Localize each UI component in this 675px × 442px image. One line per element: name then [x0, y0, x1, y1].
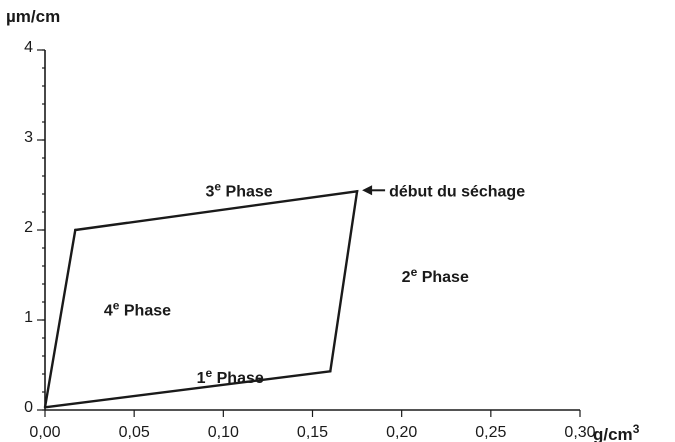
annotation-phase-2: 2e Phase [402, 265, 469, 286]
x-tick-label: 0,15 [297, 424, 328, 441]
annotations: 1e Phase 2e Phase 3e Phase 4e Phase début du… [104, 180, 525, 387]
x-tick-label: 0,20 [386, 424, 417, 441]
y-tick-label: 0 [24, 399, 33, 416]
data-point [355, 190, 359, 193]
annotation-phase-3: 3e Phase [206, 180, 273, 201]
y-tick-label: 3 [24, 129, 33, 146]
x-tick-label: 0,00 [29, 424, 60, 441]
y-tick-label: 1 [24, 309, 33, 326]
x-tick-label: 0,05 [119, 424, 150, 441]
x-tick-label: 0,25 [475, 424, 506, 441]
annotation-phase-1: 1e Phase [197, 366, 264, 387]
arrow-note-label: début du séchage [389, 183, 525, 200]
axes: 0 1 2 3 4 0,00 0,05 0,10 0,15 0,20 0,25 0,30 [24, 39, 596, 441]
y-tick-label: 4 [24, 39, 33, 56]
data-point [329, 370, 332, 373]
data-point [74, 228, 77, 232]
arrow-head [362, 185, 373, 196]
annotation-phase-4: 4e Phase [104, 299, 171, 320]
x-tick-label: 0,10 [208, 424, 239, 441]
y-axis-label: µm/cm [6, 7, 60, 26]
y-tick-label: 2 [24, 219, 33, 236]
series-layer [43, 189, 359, 409]
x-axis-label: g/cm3 [593, 422, 640, 442]
x-tick-label: 0,30 [564, 424, 595, 441]
data-point [43, 406, 47, 409]
